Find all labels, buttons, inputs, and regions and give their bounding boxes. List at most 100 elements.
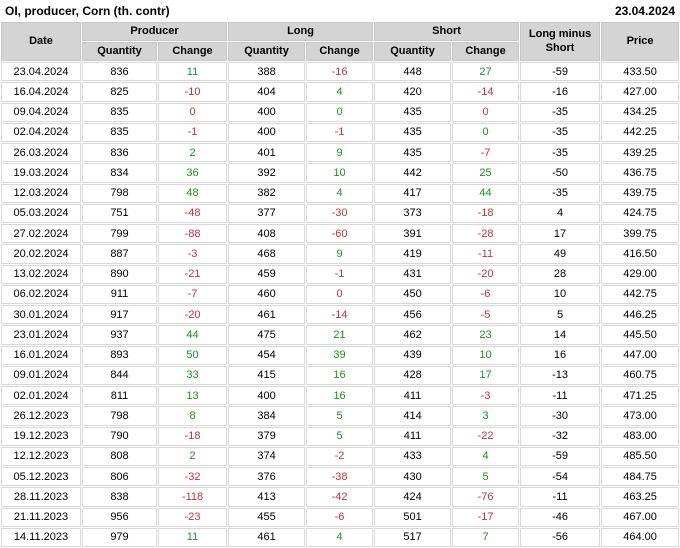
header-producer-change: Change: [158, 42, 228, 61]
date-cell: 12.03.2024: [1, 183, 81, 203]
price-cell: 399.75: [601, 224, 680, 244]
report-date: 23.04.2024: [614, 3, 675, 18]
producer-quantity-cell: 836: [82, 62, 157, 82]
producer-change-cell: 50: [158, 345, 228, 365]
date-cell: 05.03.2024: [1, 203, 81, 223]
short-quantity-cell: 517: [374, 527, 452, 547]
short-change-cell: 17: [452, 365, 520, 385]
producer-quantity-cell: 798: [82, 183, 157, 203]
short-quantity-cell: 439: [374, 345, 452, 365]
long-minus-short-cell: 14: [520, 325, 601, 345]
producer-change-cell: -20: [158, 305, 228, 325]
producer-change-cell: 2: [158, 143, 228, 163]
producer-change-cell: 11: [158, 62, 228, 82]
table-row: 26.03.2024 836 2 401 9 435 -7 -35 439.25: [1, 143, 680, 163]
table-row: 16.04.2024 825 -10 404 4 420 -14 -16 427.00: [1, 82, 680, 102]
long-change-cell: -14: [306, 305, 374, 325]
table-row: 23.04.2024 836 11 388 -16 448 27 -59 433.50: [1, 62, 680, 82]
title-bar: OI, producer, Corn (th. contr) 23.04.202…: [0, 0, 680, 21]
producer-change-cell: 48: [158, 183, 228, 203]
long-minus-short-cell: -11: [520, 487, 601, 507]
short-quantity-cell: 442: [374, 163, 452, 183]
table-row: 26.12.2023 798 8 384 5 414 3 -30 473.00: [1, 406, 680, 426]
date-cell: 02.04.2024: [1, 122, 81, 142]
table-row: 09.04.2024 835 0 400 0 435 0 -35 434.25: [1, 102, 680, 122]
date-cell: 26.12.2023: [1, 406, 81, 426]
date-cell: 26.03.2024: [1, 143, 81, 163]
header-long-change: Change: [306, 42, 374, 61]
long-minus-short-cell: 17: [520, 224, 601, 244]
producer-change-cell: 13: [158, 386, 228, 406]
long-change-cell: 0: [306, 102, 374, 122]
long-change-cell: -60: [306, 224, 374, 244]
producer-change-cell: -10: [158, 82, 228, 102]
table-row: 05.12.2023 806 -32 376 -38 430 5 -54 484.75: [1, 467, 680, 487]
price-cell: 427.00: [601, 82, 680, 102]
producer-change-cell: -21: [158, 264, 228, 284]
date-cell: 19.12.2023: [1, 426, 81, 446]
producer-quantity-cell: 917: [82, 305, 157, 325]
long-minus-short-cell: -59: [520, 62, 601, 82]
header-price: Price: [601, 22, 680, 61]
table-row: 05.03.2024 751 -48 377 -30 373 -18 4 424.75: [1, 203, 680, 223]
producer-change-cell: -88: [158, 224, 228, 244]
oi-table: Date Producer Long Short Long minus Shor…: [0, 21, 680, 548]
long-minus-short-cell: -35: [520, 183, 601, 203]
short-change-cell: -6: [452, 284, 520, 304]
long-change-cell: 10: [306, 163, 374, 183]
table-row: 13.02.2024 890 -21 459 -1 431 -20 28 429.00: [1, 264, 680, 284]
long-quantity-cell: 408: [228, 224, 306, 244]
long-minus-short-cell: 49: [520, 244, 601, 264]
header-producer: Producer: [82, 22, 228, 41]
short-change-cell: -18: [452, 203, 520, 223]
long-quantity-cell: 382: [228, 183, 306, 203]
date-cell: 19.03.2024: [1, 163, 81, 183]
producer-change-cell: 33: [158, 365, 228, 385]
long-quantity-cell: 404: [228, 82, 306, 102]
table-row: 16.01.2024 893 50 454 39 439 10 16 447.00: [1, 345, 680, 365]
long-quantity-cell: 400: [228, 386, 306, 406]
date-cell: 05.12.2023: [1, 467, 81, 487]
long-minus-short-cell: -32: [520, 426, 601, 446]
long-change-cell: 4: [306, 183, 374, 203]
price-cell: 460.75: [601, 365, 680, 385]
header-short-change: Change: [452, 42, 520, 61]
producer-quantity-cell: 799: [82, 224, 157, 244]
long-quantity-cell: 384: [228, 406, 306, 426]
long-minus-short-cell: 10: [520, 284, 601, 304]
date-cell: 23.01.2024: [1, 325, 81, 345]
producer-change-cell: -1: [158, 122, 228, 142]
long-change-cell: -30: [306, 203, 374, 223]
header-long: Long: [228, 22, 374, 41]
producer-change-cell: -48: [158, 203, 228, 223]
date-cell: 21.11.2023: [1, 507, 81, 527]
long-change-cell: 5: [306, 406, 374, 426]
short-quantity-cell: 435: [374, 122, 452, 142]
table-row: 12.12.2023 808 2 374 -2 433 4 -59 485.50: [1, 446, 680, 466]
price-cell: 442.25: [601, 122, 680, 142]
short-change-cell: -3: [452, 386, 520, 406]
short-change-cell: 4: [452, 446, 520, 466]
short-change-cell: 0: [452, 102, 520, 122]
producer-quantity-cell: 806: [82, 467, 157, 487]
long-minus-short-cell: -11: [520, 386, 601, 406]
long-quantity-cell: 400: [228, 102, 306, 122]
price-cell: 484.75: [601, 467, 680, 487]
long-quantity-cell: 468: [228, 244, 306, 264]
short-change-cell: 7: [452, 527, 520, 547]
price-cell: 445.50: [601, 325, 680, 345]
producer-change-cell: -32: [158, 467, 228, 487]
date-cell: 30.01.2024: [1, 305, 81, 325]
short-quantity-cell: 411: [374, 386, 452, 406]
long-change-cell: -16: [306, 62, 374, 82]
producer-quantity-cell: 956: [82, 507, 157, 527]
table-row: 14.11.2023 979 11 461 4 517 7 -56 464.00: [1, 527, 680, 547]
producer-change-cell: -18: [158, 426, 228, 446]
short-change-cell: 5: [452, 467, 520, 487]
header-long-quantity: Quantity: [228, 42, 306, 61]
price-cell: 464.00: [601, 527, 680, 547]
producer-quantity-cell: 838: [82, 487, 157, 507]
short-quantity-cell: 501: [374, 507, 452, 527]
short-quantity-cell: 450: [374, 284, 452, 304]
table-row: 30.01.2024 917 -20 461 -14 456 -5 5 446.25: [1, 305, 680, 325]
